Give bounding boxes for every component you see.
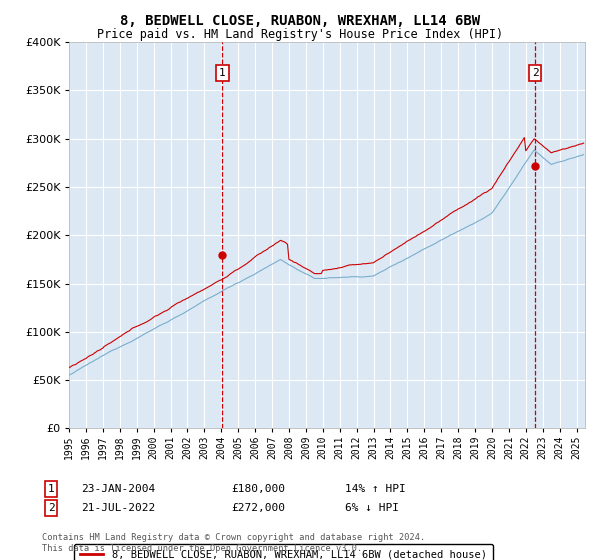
Text: Contains HM Land Registry data © Crown copyright and database right 2024.
This d: Contains HM Land Registry data © Crown c… (42, 533, 425, 553)
Text: 23-JAN-2004: 23-JAN-2004 (81, 484, 155, 494)
Legend: 8, BEDWELL CLOSE, RUABON, WREXHAM, LL14 6BW (detached house), HPI: Average price: 8, BEDWELL CLOSE, RUABON, WREXHAM, LL14 … (74, 544, 493, 560)
Text: 2: 2 (47, 503, 55, 513)
Text: 14% ↑ HPI: 14% ↑ HPI (345, 484, 406, 494)
Text: 8, BEDWELL CLOSE, RUABON, WREXHAM, LL14 6BW: 8, BEDWELL CLOSE, RUABON, WREXHAM, LL14 … (120, 14, 480, 28)
Text: £180,000: £180,000 (231, 484, 285, 494)
Text: 1: 1 (47, 484, 55, 494)
Text: 21-JUL-2022: 21-JUL-2022 (81, 503, 155, 513)
Text: Price paid vs. HM Land Registry's House Price Index (HPI): Price paid vs. HM Land Registry's House … (97, 28, 503, 41)
Text: 6% ↓ HPI: 6% ↓ HPI (345, 503, 399, 513)
Text: 2: 2 (532, 68, 538, 78)
Text: 1: 1 (219, 68, 226, 78)
Text: £272,000: £272,000 (231, 503, 285, 513)
